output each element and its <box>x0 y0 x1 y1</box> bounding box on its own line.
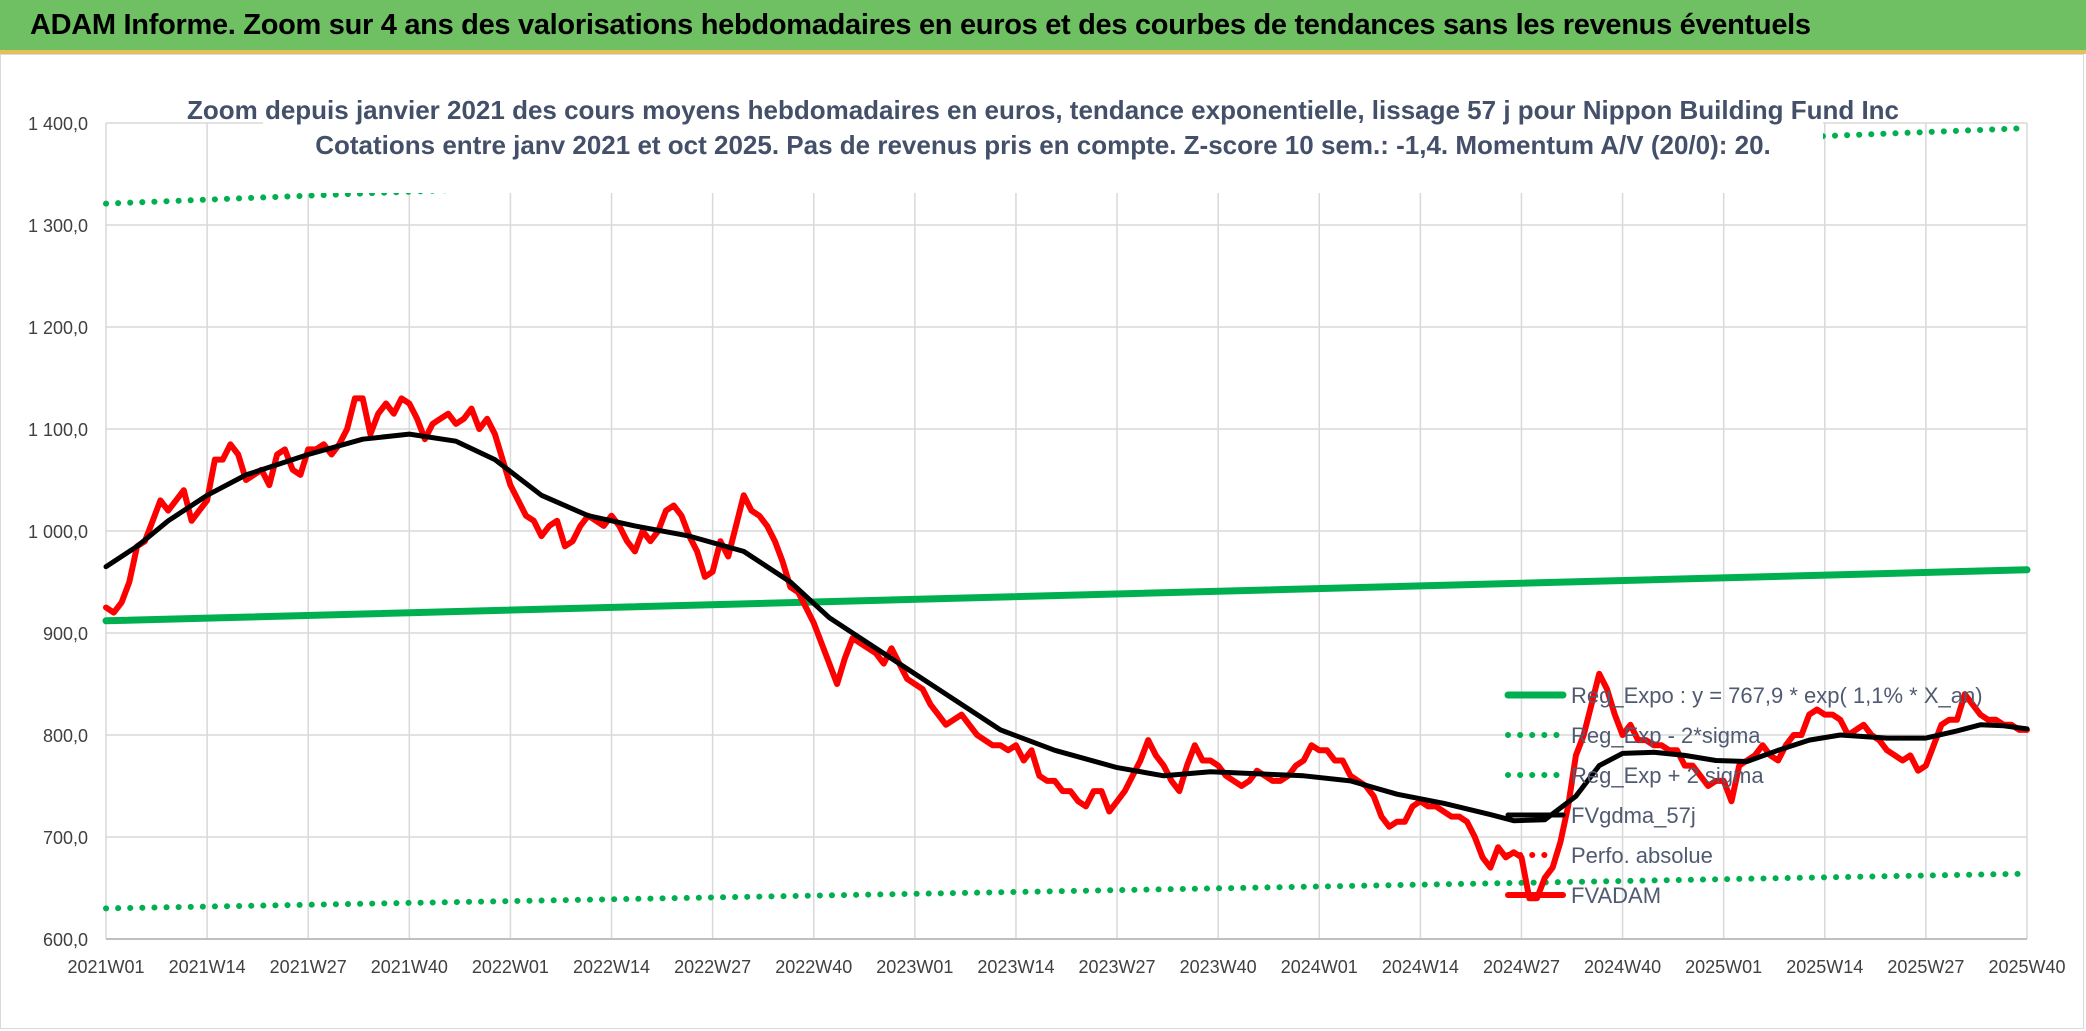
y-tick-label: 800,0 <box>43 726 88 746</box>
grid <box>105 122 2028 940</box>
y-tick-label: 700,0 <box>43 828 88 848</box>
report-banner: ADAM Informe. Zoom sur 4 ans des valoris… <box>0 0 2086 54</box>
x-tick-label: 2023W27 <box>1079 957 1156 977</box>
legend-label: Reg_Expo : y = 767,9 * exp( 1,1% * X_an) <box>1571 683 1983 708</box>
x-tick-label: 2021W27 <box>270 957 347 977</box>
series-layer <box>102 125 2031 912</box>
y-axis: 600,0 700,0 800,0 900,0 1 000,0 1 100,0 1 200,… <box>28 114 88 950</box>
y-tick-label: 1 200,0 <box>28 318 88 338</box>
x-tick-label: 2025W27 <box>1887 957 1964 977</box>
legend-label: FVADAM <box>1571 883 1661 908</box>
x-tick-label: 2024W27 <box>1483 957 1560 977</box>
chart-canvas: 600,0 700,0 800,0 900,0 1 000,0 1 100,0 1 200,… <box>28 83 2066 977</box>
x-tick-label: 2024W01 <box>1281 957 1358 977</box>
series-line-reg_exp <box>103 870 2030 912</box>
x-tick-label: 2022W01 <box>472 957 549 977</box>
series-line-fvgdma_57j <box>103 431 2030 824</box>
x-axis: 2021W01 2021W14 2021W27 2021W40 2022W01 2022W… <box>67 957 2065 977</box>
series-line-reg_expo <box>102 566 2031 625</box>
chart-title-line2: Cotations entre janv 2021 et oct 2025. P… <box>315 130 1771 160</box>
y-tick-label: 1 100,0 <box>28 420 88 440</box>
x-tick-label: 2021W40 <box>371 957 448 977</box>
x-tick-label: 2022W27 <box>674 957 751 977</box>
legend-label: Perfo. absolue <box>1571 843 1713 868</box>
title-background <box>263 83 1823 193</box>
x-tick-label: 2022W40 <box>775 957 852 977</box>
y-tick-label: 1 000,0 <box>28 522 88 542</box>
y-tick-label: 900,0 <box>43 624 88 644</box>
banner-title: ADAM Informe. Zoom sur 4 ans des valoris… <box>30 8 1811 41</box>
x-tick-label: 2023W01 <box>876 957 953 977</box>
x-tick-label: 2021W01 <box>67 957 144 977</box>
chart-frame: 600,0 700,0 800,0 900,0 1 000,0 1 100,0 1 200,… <box>0 54 2084 1029</box>
y-tick-label: 600,0 <box>43 930 88 950</box>
x-tick-label: 2023W40 <box>1180 957 1257 977</box>
y-tick-label: 1 400,0 <box>28 114 88 134</box>
x-tick-label: 2024W40 <box>1584 957 1661 977</box>
legend-label: FVgdma_57j <box>1571 803 1696 828</box>
chart-title-line1: Zoom depuis janvier 2021 des cours moyen… <box>187 95 1899 125</box>
x-tick-label: 2021W14 <box>169 957 246 977</box>
x-tick-label: 2025W40 <box>1988 957 2065 977</box>
legend: Reg_Expo : y = 767,9 * exp( 1,1% * X_an)… <box>1504 683 1983 908</box>
legend-label: Reg_Exp - 2*sigma <box>1571 723 1761 748</box>
x-tick-label: 2023W14 <box>977 957 1054 977</box>
x-tick-label: 2022W14 <box>573 957 650 977</box>
x-tick-label: 2025W14 <box>1786 957 1863 977</box>
x-tick-label: 2025W01 <box>1685 957 1762 977</box>
x-tick-label: 2024W14 <box>1382 957 1459 977</box>
y-tick-label: 1 300,0 <box>28 216 88 236</box>
series-line-fvadam <box>103 395 2030 902</box>
legend-label: Reg_Exp + 2 sigma <box>1571 763 1764 788</box>
